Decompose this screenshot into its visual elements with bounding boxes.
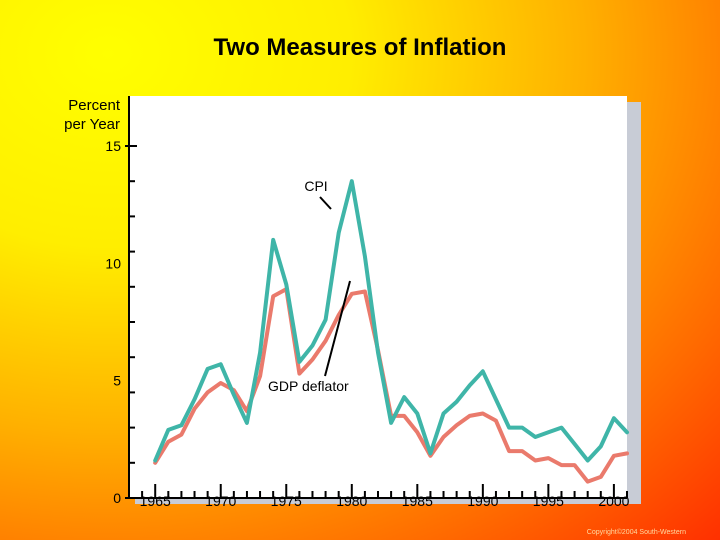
y-tick-label: 15 (105, 138, 121, 154)
y-axis-ticks: 0 5 10 15 (105, 138, 137, 506)
x-tick-label: 1995 (533, 493, 564, 509)
x-tick-label: 1990 (467, 493, 498, 509)
annotation-cpi-leader (319, 196, 332, 210)
chart-title: Two Measures of Inflation (213, 34, 507, 61)
x-tick-label: 1975 (271, 493, 302, 509)
y-tick-label: 0 (113, 490, 121, 506)
y-axis-label: Percent per Year (40, 96, 120, 134)
y-axis-label-line1: Percent (68, 97, 120, 114)
plot-area (129, 96, 627, 498)
series-line-cpi (153, 179, 629, 463)
x-axis-ticks: 1965 1970 1975 1980 1985 1990 1995 2000 (128, 484, 630, 509)
x-tick-label: 1965 (140, 493, 171, 509)
x-tick-label: 1970 (205, 493, 236, 509)
annotation-gdp-deflator-leader (324, 280, 351, 377)
y-tick-label: 5 (113, 373, 121, 389)
x-tick-label: 1985 (402, 493, 433, 509)
x-tick-label: 1980 (336, 493, 367, 509)
series-group (153, 179, 629, 484)
y-tick-label: 10 (105, 255, 121, 271)
annotation-cpi: CPI (304, 178, 327, 194)
annotation-gdp-deflator: GDP deflator (268, 378, 349, 394)
annotations-group: CPI GDP deflator (268, 178, 351, 394)
x-tick-label: 2000 (598, 493, 629, 509)
y-axis-label-line2: per Year (64, 116, 120, 133)
copyright-notice: Copyright©2004 South-Western (586, 529, 686, 536)
